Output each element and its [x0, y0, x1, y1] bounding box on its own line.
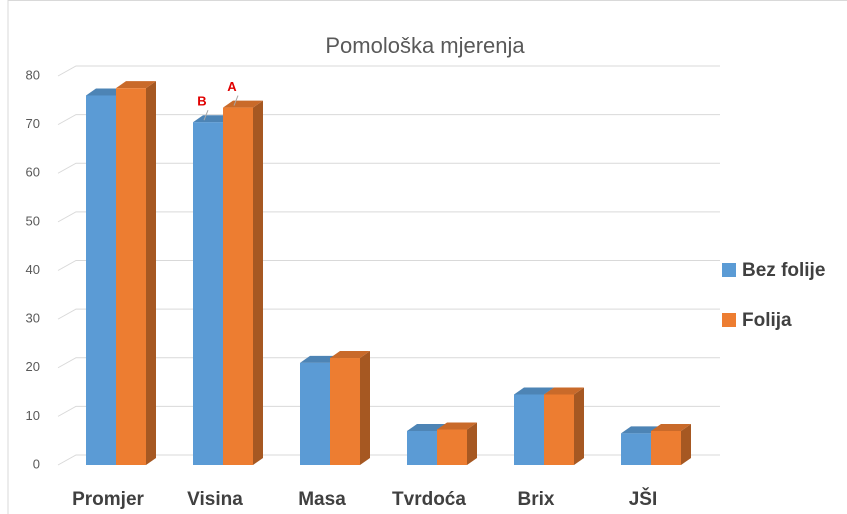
x-tick-label: JŠI	[629, 488, 658, 510]
grid-line	[57, 211, 720, 223]
grid-line	[57, 454, 720, 466]
bar	[514, 394, 544, 465]
annotation-leader	[233, 95, 239, 106]
grid-line	[57, 405, 720, 417]
y-tick-label: 0	[33, 456, 40, 471]
y-tick-label: 20	[26, 359, 40, 374]
bar	[86, 95, 116, 465]
grid-line	[57, 65, 720, 77]
bar-top	[651, 423, 691, 431]
grid-line	[57, 114, 720, 126]
bar-top	[437, 422, 477, 430]
y-tick-label: 50	[26, 213, 40, 228]
bar	[330, 358, 360, 465]
bar	[621, 433, 651, 465]
bar-top	[407, 423, 447, 431]
bar	[544, 394, 574, 465]
bar-side	[574, 387, 584, 465]
x-tick-label: Promjer	[72, 489, 144, 510]
grid-line	[57, 308, 720, 320]
bar	[223, 107, 253, 465]
bar-top	[514, 387, 554, 395]
grid-line	[57, 260, 720, 271]
y-tick-label: 60	[26, 165, 40, 180]
legend-label: Bez folije	[742, 260, 825, 281]
bar-top	[223, 100, 263, 108]
y-tick-label: 30	[26, 311, 40, 326]
annotation: B	[197, 94, 206, 109]
y-tick-label: 40	[26, 262, 40, 277]
bar-top	[330, 351, 370, 359]
y-tick-label: 80	[26, 67, 40, 82]
bar-side	[146, 81, 156, 465]
legend-swatch	[722, 263, 736, 277]
bar-side	[681, 423, 691, 465]
y-tick-label: 70	[26, 116, 40, 131]
bar-side	[253, 100, 263, 465]
x-tick-label: Brix	[518, 489, 555, 510]
chart-title: Pomološka mjerenja	[325, 33, 525, 58]
bar-side	[467, 422, 477, 465]
bar	[116, 88, 146, 465]
legend-label: Folija	[742, 310, 792, 331]
bar	[193, 122, 223, 465]
bar-top	[116, 81, 156, 89]
x-tick-label: Masa	[298, 489, 346, 510]
bar	[407, 430, 437, 465]
bar	[300, 362, 330, 465]
annotation-leader	[203, 110, 209, 121]
annotation: A	[227, 79, 237, 94]
bar-top	[544, 387, 584, 395]
x-tick-label: Visina	[187, 489, 243, 510]
y-tick-label: 10	[26, 408, 40, 423]
grid-line	[57, 357, 720, 369]
bar	[437, 429, 467, 465]
grid-line	[57, 162, 720, 174]
legend-swatch	[722, 313, 736, 327]
bar-side	[360, 351, 370, 465]
bar	[651, 430, 681, 465]
x-tick-label: Tvrdoća	[392, 489, 466, 510]
